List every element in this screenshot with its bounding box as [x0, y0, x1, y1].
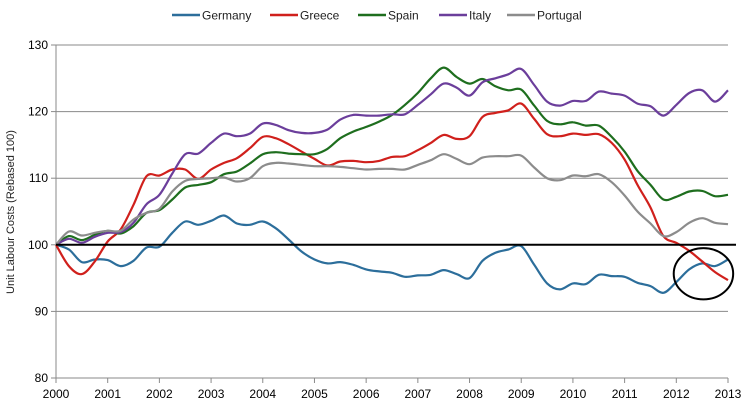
y-tick-label: 130	[28, 38, 48, 52]
x-tick-label: 2013	[715, 387, 742, 401]
legend-label: Italy	[469, 9, 491, 23]
y-tick-label: 120	[28, 105, 48, 119]
series-line-greece	[55, 102, 729, 282]
legend-label: Portugal	[537, 9, 582, 23]
axes: 80 90 100 110 120 130 2000 2001 2002 2003 2004 2005…	[28, 38, 742, 401]
y-tick-label: 110	[29, 171, 48, 185]
gridlines	[56, 44, 728, 312]
series-line-italy	[55, 67, 729, 246]
legend-item-portugal: Portugal	[507, 9, 582, 23]
y-axis-label: Unit Labour Costs (Rebased 100)	[5, 130, 17, 294]
x-tick-label: 2008	[456, 387, 483, 401]
annotations	[672, 247, 735, 301]
x-tick-label: 2010	[560, 387, 587, 401]
legend-item-spain: Spain	[358, 9, 419, 23]
legend-item-italy: Italy	[439, 9, 491, 23]
x-tick-label: 2004	[249, 387, 276, 401]
legend-item-germany: Germany	[172, 9, 251, 23]
x-tick-label: 2003	[198, 387, 225, 401]
x-tick-label: 2001	[94, 387, 121, 401]
x-tick-label: 2002	[146, 387, 173, 401]
x-tick-label: 2009	[508, 387, 535, 401]
series-line-portugal	[55, 153, 729, 246]
y-tick-label: 90	[35, 304, 49, 318]
x-tick-label: 2006	[353, 387, 380, 401]
legend-item-greece: Greece	[270, 9, 340, 23]
x-tick-label: 2012	[663, 387, 690, 401]
series-line-germany	[55, 214, 729, 294]
x-tick-label: 2000	[43, 387, 70, 401]
highlight-ellipse	[672, 247, 735, 301]
legend: Germany Greece Spain Italy Portugal	[172, 9, 582, 23]
x-tick-label: 2007	[404, 387, 431, 401]
legend-label: Germany	[202, 9, 251, 23]
y-tick-label: 80	[35, 371, 49, 385]
x-tick-label: 2011	[612, 387, 638, 401]
y-tick-label: 100	[28, 238, 48, 252]
series-lines	[55, 66, 729, 294]
x-tick-label: 2005	[301, 387, 328, 401]
legend-label: Greece	[300, 9, 340, 23]
legend-label: Spain	[388, 9, 419, 23]
